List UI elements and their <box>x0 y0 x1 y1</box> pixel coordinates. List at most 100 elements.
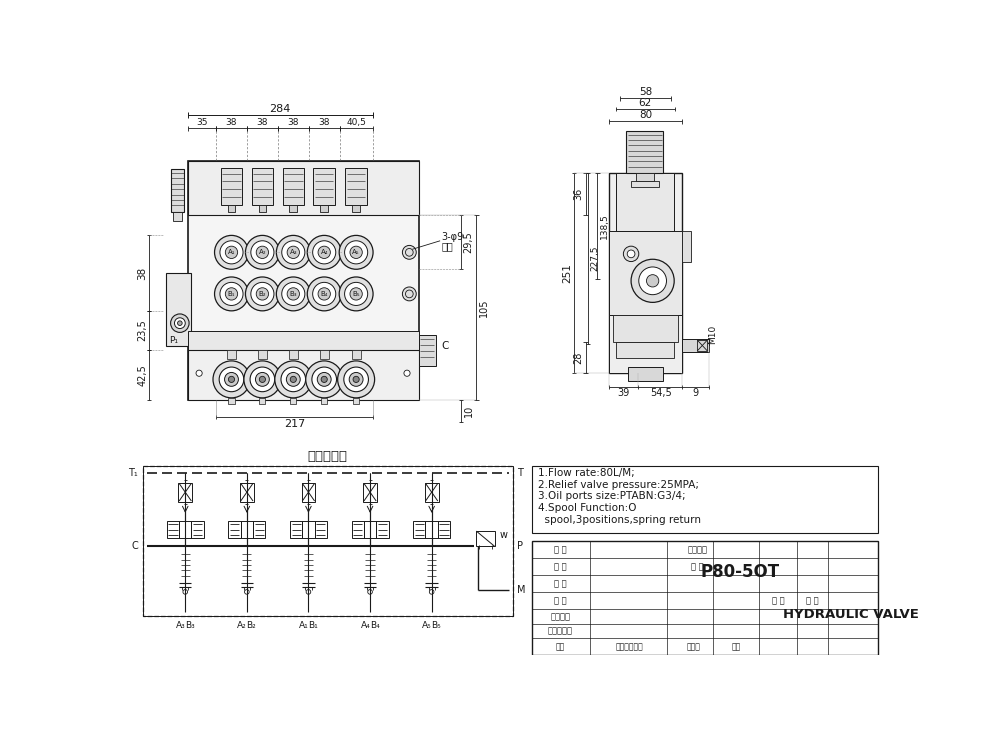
Circle shape <box>344 367 368 392</box>
Circle shape <box>245 236 279 269</box>
Circle shape <box>250 367 275 392</box>
Circle shape <box>220 283 243 305</box>
Circle shape <box>213 361 250 398</box>
Bar <box>227 350 236 359</box>
Bar <box>188 350 419 400</box>
Text: 38: 38 <box>226 118 237 127</box>
Text: w: w <box>499 530 507 540</box>
Text: 138,5: 138,5 <box>600 213 609 239</box>
Text: B₁: B₁ <box>308 620 318 629</box>
Circle shape <box>345 283 368 305</box>
Text: 更改人: 更改人 <box>687 642 700 651</box>
Bar <box>616 342 674 358</box>
Text: 36: 36 <box>573 188 583 200</box>
Circle shape <box>429 590 434 594</box>
Bar <box>628 367 663 381</box>
Circle shape <box>290 376 296 383</box>
Circle shape <box>225 372 238 386</box>
Circle shape <box>345 241 368 264</box>
Text: B₅: B₅ <box>431 620 441 629</box>
Text: 标准化检查: 标准化检查 <box>548 626 573 636</box>
Text: A₅: A₅ <box>352 250 360 255</box>
Circle shape <box>287 288 299 300</box>
Circle shape <box>276 236 310 269</box>
Circle shape <box>228 376 235 383</box>
Circle shape <box>178 321 182 325</box>
Bar <box>253 521 265 538</box>
Text: M10: M10 <box>708 325 717 344</box>
Bar <box>167 521 179 538</box>
Text: T₁: T₁ <box>129 468 138 478</box>
Bar <box>221 168 242 205</box>
Text: A₃: A₃ <box>290 250 297 255</box>
Bar <box>413 521 425 538</box>
Circle shape <box>287 246 299 258</box>
Text: B₄: B₄ <box>370 620 380 629</box>
Text: B₃: B₃ <box>185 620 195 629</box>
Text: B₁: B₁ <box>228 291 235 297</box>
Bar <box>252 168 273 205</box>
Text: B₄: B₄ <box>320 291 328 297</box>
Text: 第 张: 第 张 <box>806 596 819 605</box>
Circle shape <box>282 241 305 264</box>
Circle shape <box>276 277 310 311</box>
Bar <box>228 205 235 212</box>
Bar <box>626 131 663 173</box>
Bar <box>228 521 241 538</box>
Bar <box>532 541 878 655</box>
Bar <box>631 181 659 187</box>
Text: B₂: B₂ <box>259 291 266 297</box>
Circle shape <box>627 250 635 258</box>
Text: 217: 217 <box>284 419 305 429</box>
Bar <box>419 335 436 366</box>
Bar <box>259 205 266 212</box>
Bar <box>259 398 265 404</box>
Circle shape <box>245 277 279 311</box>
Circle shape <box>225 246 238 258</box>
Circle shape <box>402 245 416 259</box>
Circle shape <box>312 367 337 392</box>
Text: 工艺检查: 工艺检查 <box>550 612 570 621</box>
Text: A₅: A₅ <box>422 620 432 629</box>
Circle shape <box>220 241 243 264</box>
Circle shape <box>321 376 327 383</box>
Text: P80-5OT: P80-5OT <box>700 563 779 581</box>
Text: C: C <box>441 342 448 351</box>
Bar <box>320 350 329 359</box>
Bar <box>228 398 235 404</box>
Bar <box>315 521 327 538</box>
Circle shape <box>339 236 373 269</box>
Bar <box>636 173 654 181</box>
Circle shape <box>307 236 341 269</box>
Bar <box>173 211 182 221</box>
Circle shape <box>338 361 375 398</box>
Circle shape <box>313 241 336 264</box>
Bar <box>289 205 297 212</box>
Text: 10: 10 <box>464 405 474 417</box>
Bar <box>171 169 184 211</box>
Text: 更改内容描述: 更改内容描述 <box>616 642 643 651</box>
Bar <box>476 531 495 546</box>
Text: 校 对: 校 对 <box>554 596 567 605</box>
Text: A₂: A₂ <box>259 250 266 255</box>
Text: 40,5: 40,5 <box>346 118 366 127</box>
Text: B₅: B₅ <box>352 291 360 297</box>
Text: A₄: A₄ <box>320 250 328 255</box>
Bar <box>241 521 253 538</box>
Text: 图样标记: 图样标记 <box>687 545 707 554</box>
Text: A₁: A₁ <box>299 620 309 629</box>
Bar <box>364 521 376 538</box>
Circle shape <box>317 372 331 386</box>
Bar <box>613 316 678 342</box>
Circle shape <box>318 288 330 300</box>
Circle shape <box>183 590 188 594</box>
Text: 38: 38 <box>288 118 299 127</box>
Bar <box>376 521 389 538</box>
Circle shape <box>353 376 359 383</box>
Bar <box>283 168 304 205</box>
Text: 58: 58 <box>639 87 652 97</box>
Bar <box>352 521 364 538</box>
Bar <box>191 521 204 538</box>
Text: 62: 62 <box>639 98 652 108</box>
Text: T: T <box>517 468 523 478</box>
